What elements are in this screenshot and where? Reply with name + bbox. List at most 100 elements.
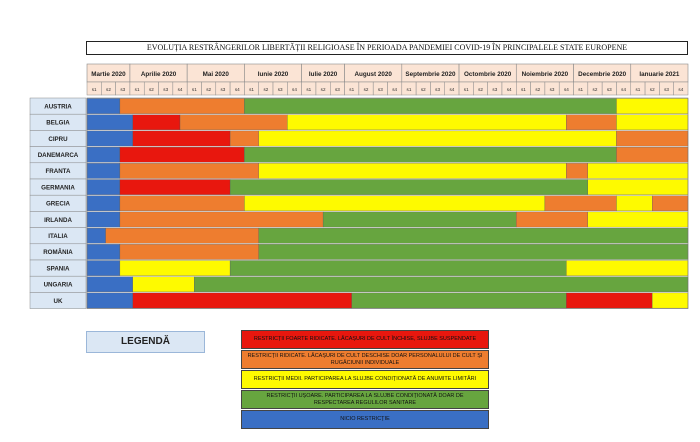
restriction-bar bbox=[229, 179, 588, 195]
legend-title: LEGENDĂ bbox=[86, 331, 205, 353]
country-label: CIPRU bbox=[48, 136, 68, 143]
restriction-bar bbox=[179, 114, 288, 131]
week-label: s2 bbox=[478, 87, 483, 92]
country-label: IRLANDA bbox=[44, 217, 72, 224]
restriction-bar bbox=[132, 130, 231, 147]
country-label: UK bbox=[54, 298, 63, 305]
restriction-bar bbox=[244, 195, 546, 212]
week-label: s1 bbox=[521, 87, 526, 92]
restriction-bar bbox=[119, 211, 324, 228]
restriction-bar bbox=[258, 163, 567, 179]
restriction-bar bbox=[229, 260, 567, 276]
restriction-bar bbox=[587, 163, 689, 179]
restriction-bar bbox=[86, 163, 121, 179]
week-label: s1 bbox=[407, 87, 412, 92]
restriction-bar bbox=[132, 292, 352, 309]
restriction-bar bbox=[258, 130, 617, 147]
restriction-bar bbox=[119, 98, 245, 114]
restriction-bar bbox=[86, 260, 121, 276]
month-label: Martie 2020 bbox=[91, 71, 126, 78]
restriction-bar bbox=[86, 211, 121, 228]
restriction-bar bbox=[244, 98, 617, 114]
restriction-bar bbox=[119, 146, 245, 163]
week-label: s2 bbox=[421, 87, 426, 92]
restriction-bar bbox=[132, 276, 195, 293]
month-label: Aprilie 2020 bbox=[141, 71, 177, 78]
week-label: s1 bbox=[464, 87, 469, 92]
restriction-bar bbox=[86, 244, 121, 260]
country-label: BELGIA bbox=[46, 120, 70, 127]
legend-item-label: RESTRICȚII FOARTE RIDICATE. LĂCAȘURI DE … bbox=[253, 336, 477, 342]
week-label: s3 bbox=[120, 87, 125, 92]
restriction-bar bbox=[322, 211, 517, 228]
country-label: FRANTA bbox=[46, 168, 72, 175]
restriction-bar bbox=[229, 130, 259, 147]
restriction-bar bbox=[86, 195, 121, 212]
month-label: Iunie 2020 bbox=[258, 71, 289, 78]
restriction-bar bbox=[119, 163, 259, 179]
week-label: s4 bbox=[678, 87, 683, 92]
legend-item-yellow: RESTRICȚII MEDII. PARTICIPAREA LA SLUJBE… bbox=[241, 370, 489, 389]
week-label: s2 bbox=[263, 87, 268, 92]
restriction-bar bbox=[652, 292, 689, 309]
legend-item-label: RESTRICȚII RIDICATE. LĂCAȘURI DE CULT DE… bbox=[247, 352, 483, 366]
month-label: Septembrie 2020 bbox=[405, 71, 456, 78]
restriction-bar bbox=[258, 244, 689, 260]
restriction-bar bbox=[587, 179, 689, 195]
month-label: Noiembrie 2020 bbox=[522, 71, 569, 78]
week-label: s4 bbox=[621, 87, 626, 92]
week-label: s2 bbox=[149, 87, 154, 92]
week-label: s1 bbox=[349, 87, 354, 92]
week-label: s1 bbox=[249, 87, 254, 92]
restriction-bar bbox=[244, 146, 617, 163]
country-label: UNGARIA bbox=[44, 282, 73, 289]
week-label: s1 bbox=[135, 87, 140, 92]
restriction-bar bbox=[86, 227, 106, 244]
restriction-bar bbox=[119, 244, 259, 260]
week-label: s4 bbox=[392, 87, 397, 92]
restriction-bar bbox=[258, 227, 689, 244]
restriction-bar bbox=[587, 211, 689, 228]
week-label: s2 bbox=[535, 87, 540, 92]
week-label: s1 bbox=[635, 87, 640, 92]
month-label: Iulie 2020 bbox=[309, 71, 338, 78]
legend-item-red: RESTRICȚII FOARTE RIDICATE. LĂCAȘURI DE … bbox=[241, 330, 489, 349]
week-label: s2 bbox=[321, 87, 326, 92]
restriction-bar bbox=[351, 292, 567, 309]
week-label: s3 bbox=[278, 87, 283, 92]
legend-item-label: RESTRICȚII UȘOARE. PARTICIPAREA LA SLUJB… bbox=[266, 392, 464, 406]
restriction-bar bbox=[86, 114, 133, 131]
week-label: s3 bbox=[335, 87, 340, 92]
week-label: s1 bbox=[192, 87, 197, 92]
week-label: s3 bbox=[378, 87, 383, 92]
week-label: s1 bbox=[578, 87, 583, 92]
restriction-bar bbox=[119, 260, 231, 276]
week-label: s2 bbox=[593, 87, 598, 92]
restriction-bar bbox=[566, 114, 617, 131]
month-label: Decembrie 2020 bbox=[578, 71, 626, 78]
restriction-bar bbox=[105, 227, 259, 244]
week-label: s4 bbox=[449, 87, 454, 92]
week-label: s2 bbox=[206, 87, 211, 92]
restriction-bar bbox=[86, 292, 133, 309]
country-label: ITALIA bbox=[48, 233, 68, 240]
restriction-bar bbox=[616, 195, 653, 212]
restriction-bar bbox=[86, 276, 133, 293]
restriction-bar bbox=[86, 179, 121, 195]
week-label: s1 bbox=[306, 87, 311, 92]
legend-item-green: RESTRICȚII UȘOARE. PARTICIPAREA LA SLUJB… bbox=[241, 390, 489, 409]
restriction-bar bbox=[616, 146, 689, 163]
week-label: s3 bbox=[221, 87, 226, 92]
week-label: s1 bbox=[92, 87, 97, 92]
week-label: s4 bbox=[507, 87, 512, 92]
restriction-bar bbox=[544, 195, 617, 212]
month-label: Mai 2020 bbox=[203, 71, 230, 78]
restriction-bar bbox=[287, 114, 567, 131]
country-label: ROMÂNIA bbox=[43, 249, 73, 256]
restriction-bar bbox=[616, 130, 689, 147]
country-label-cell bbox=[29, 292, 87, 309]
restriction-bar bbox=[86, 146, 121, 163]
restriction-bar bbox=[194, 276, 689, 293]
week-label: s4 bbox=[564, 87, 569, 92]
